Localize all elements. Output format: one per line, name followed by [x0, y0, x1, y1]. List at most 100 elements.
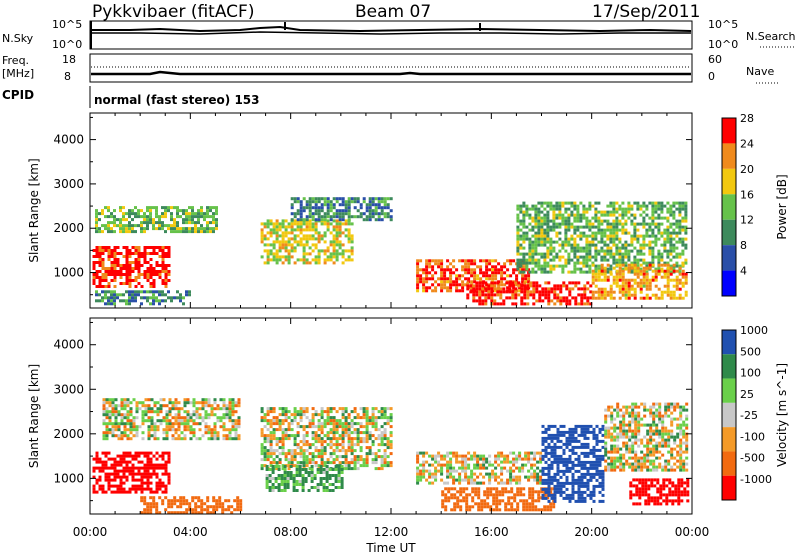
range-cell: [231, 422, 235, 426]
range-cell: [113, 302, 116, 306]
range-cell: [113, 290, 116, 294]
range-cell: [645, 243, 649, 247]
range-cell: [553, 293, 557, 297]
range-cell: [528, 216, 532, 220]
range-cell: [582, 246, 586, 250]
range-cell: [449, 457, 453, 461]
range-cell: [669, 207, 673, 211]
range-cell: [153, 428, 157, 432]
range-cell: [535, 287, 539, 291]
range-cell: [296, 410, 300, 414]
range-cell: [666, 287, 670, 291]
range-cell: [573, 252, 577, 256]
range-cell: [135, 410, 139, 414]
range-cell: [216, 431, 220, 435]
range-cell: [302, 452, 306, 456]
range-cell: [574, 424, 578, 428]
range-cell: [486, 496, 490, 500]
range-cell: [449, 262, 453, 266]
range-cell: [274, 480, 278, 483]
range-cell: [344, 428, 348, 432]
range-cell: [591, 272, 595, 276]
range-cell: [648, 263, 652, 267]
range-cell: [302, 234, 306, 238]
range-cell: [449, 268, 453, 272]
range-cell: [143, 273, 147, 276]
range-cell: [657, 207, 661, 211]
range-cell: [275, 440, 279, 444]
range-cell: [386, 197, 390, 201]
range-cell: [531, 502, 535, 506]
range-cell: [198, 401, 202, 405]
range-cell: [281, 255, 285, 259]
range-cell: [192, 410, 196, 414]
range-cell: [197, 218, 200, 222]
range-cell: [161, 299, 164, 303]
range-cell: [579, 267, 583, 271]
range-cell: [263, 458, 267, 462]
range-cell: [522, 252, 526, 256]
range-cell: [219, 398, 223, 402]
range-cell: [672, 290, 676, 294]
range-cell: [113, 261, 117, 264]
range-cell: [302, 425, 306, 429]
range-cell: [546, 234, 550, 238]
range-cell: [529, 281, 533, 285]
range-cell: [167, 499, 171, 503]
range-cell: [101, 212, 104, 216]
range-cell: [527, 454, 531, 458]
range-cell: [326, 249, 330, 253]
range-cell: [383, 413, 387, 417]
range-cell: [630, 204, 634, 208]
range-cell: [565, 302, 569, 306]
range-cell: [549, 505, 553, 509]
range-cell: [113, 293, 116, 297]
range-cell: [143, 496, 147, 500]
range-cell: [543, 234, 547, 238]
range-cell: [477, 490, 481, 494]
range-cell: [458, 472, 462, 476]
range-cell: [416, 466, 420, 470]
range-cell: [185, 508, 189, 512]
range-cell: [140, 484, 144, 488]
range-cell: [216, 437, 220, 441]
range-cell: [266, 255, 270, 259]
range-cell: [383, 206, 387, 210]
range-cell: [600, 293, 604, 297]
range-cell: [383, 422, 387, 426]
range-cell: [568, 457, 572, 461]
range-cell: [113, 276, 117, 279]
range-cell: [624, 261, 628, 265]
range-cell: [491, 475, 495, 479]
range-cell: [314, 246, 318, 250]
range-cell: [455, 280, 459, 284]
range-cell: [146, 267, 150, 270]
range-cell: [152, 282, 156, 285]
range-cell: [203, 218, 206, 222]
range-cell: [645, 213, 649, 217]
range-cell: [471, 496, 475, 500]
range-cell: [209, 511, 213, 515]
range-cell: [129, 410, 133, 414]
range-cell: [176, 227, 179, 231]
range-cell: [666, 210, 670, 214]
range-cell: [536, 472, 540, 476]
range-cell: [612, 207, 616, 211]
range-cell: [311, 215, 315, 219]
range-cell: [320, 410, 324, 414]
range-cell: [672, 284, 676, 288]
range-cell: [582, 231, 586, 235]
range-cell: [666, 266, 670, 270]
range-cell: [200, 508, 204, 512]
range-cell: [320, 446, 324, 450]
range-cell: [161, 261, 165, 264]
range-cell: [105, 428, 109, 432]
range-cell: [562, 448, 566, 452]
range-cell: [480, 505, 484, 509]
range-cell: [533, 457, 537, 461]
range-cell: [428, 475, 432, 479]
range-cell: [359, 449, 363, 453]
range-cell: [496, 287, 500, 291]
range-cell: [108, 404, 112, 408]
range-cell: [597, 296, 601, 300]
